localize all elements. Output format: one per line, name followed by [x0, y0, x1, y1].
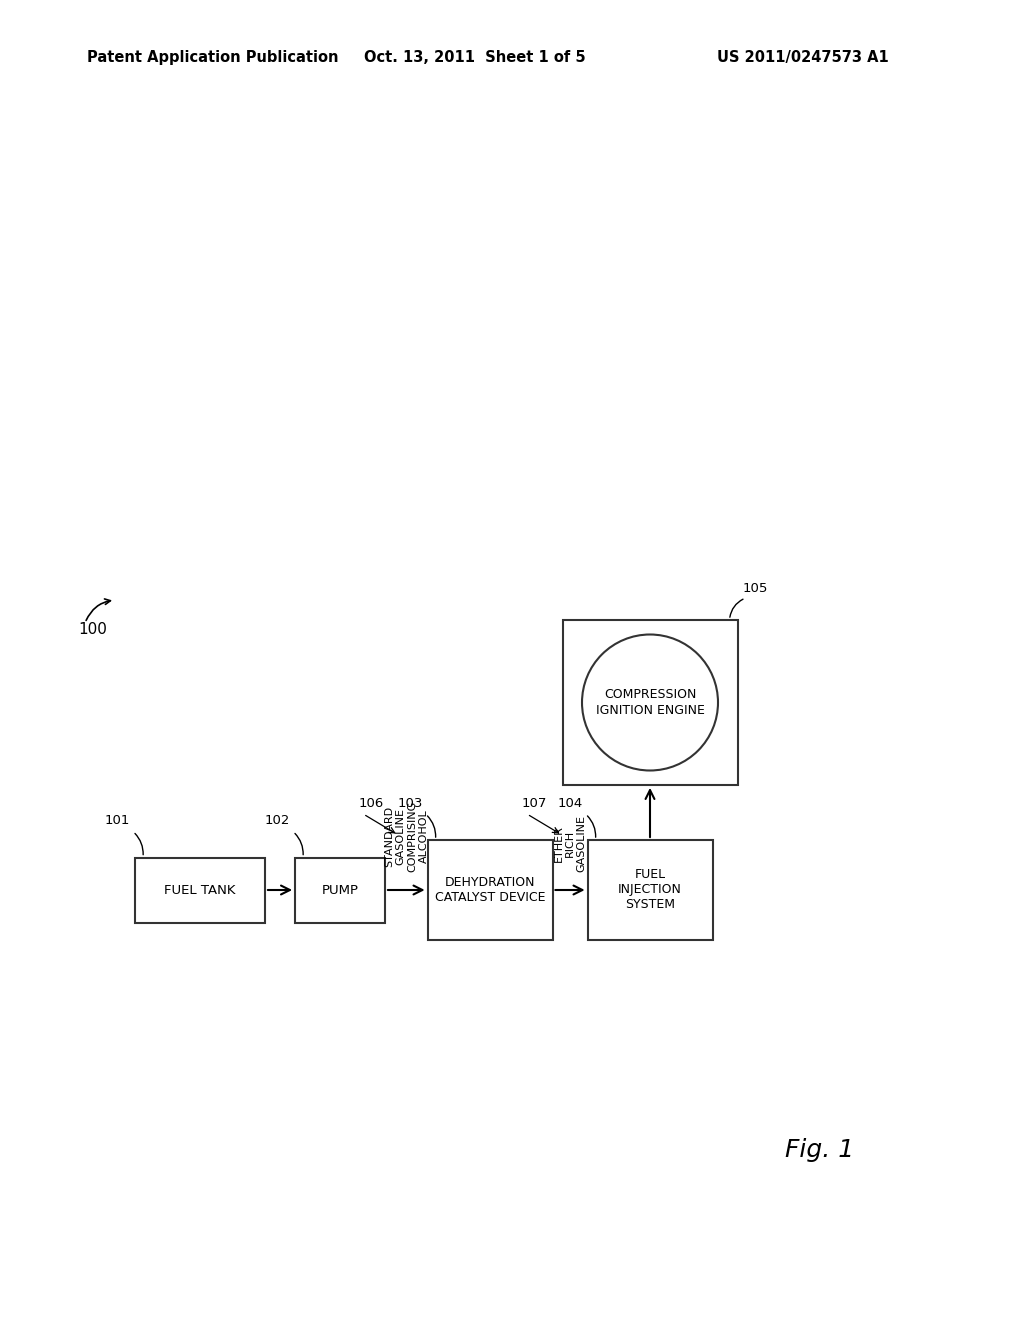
Text: 106: 106: [358, 797, 384, 810]
Text: PUMP: PUMP: [322, 883, 358, 896]
Bar: [588, 840, 713, 940]
Text: 102: 102: [264, 814, 290, 828]
Text: DEHYDRATION
CATALYST DEVICE: DEHYDRATION CATALYST DEVICE: [435, 876, 545, 904]
Bar: [562, 620, 737, 785]
Circle shape: [582, 635, 718, 771]
Text: 104: 104: [557, 797, 583, 810]
Text: Patent Application Publication: Patent Application Publication: [87, 50, 339, 65]
Text: 103: 103: [397, 797, 423, 810]
Text: 105: 105: [742, 582, 768, 595]
Bar: [135, 858, 265, 923]
Text: 100: 100: [78, 623, 106, 638]
Text: Fig. 1: Fig. 1: [785, 1138, 855, 1162]
Text: FUEL
INJECTION
SYSTEM: FUEL INJECTION SYSTEM: [618, 869, 682, 912]
Bar: [427, 840, 553, 940]
Text: ETHER
RICH
GASOLINE: ETHER RICH GASOLINE: [553, 814, 587, 873]
Text: 101: 101: [104, 814, 130, 828]
Text: Oct. 13, 2011  Sheet 1 of 5: Oct. 13, 2011 Sheet 1 of 5: [364, 50, 585, 65]
Bar: [295, 858, 385, 923]
Text: US 2011/0247573 A1: US 2011/0247573 A1: [717, 50, 889, 65]
Text: COMPRESSION
IGNITION ENGINE: COMPRESSION IGNITION ENGINE: [596, 689, 705, 717]
Text: 107: 107: [522, 797, 548, 810]
Text: FUEL TANK: FUEL TANK: [164, 883, 236, 896]
Text: STANDARD
GASOLINE
COMPRISING
ALCOHOL: STANDARD GASOLINE COMPRISING ALCOHOL: [384, 801, 429, 873]
